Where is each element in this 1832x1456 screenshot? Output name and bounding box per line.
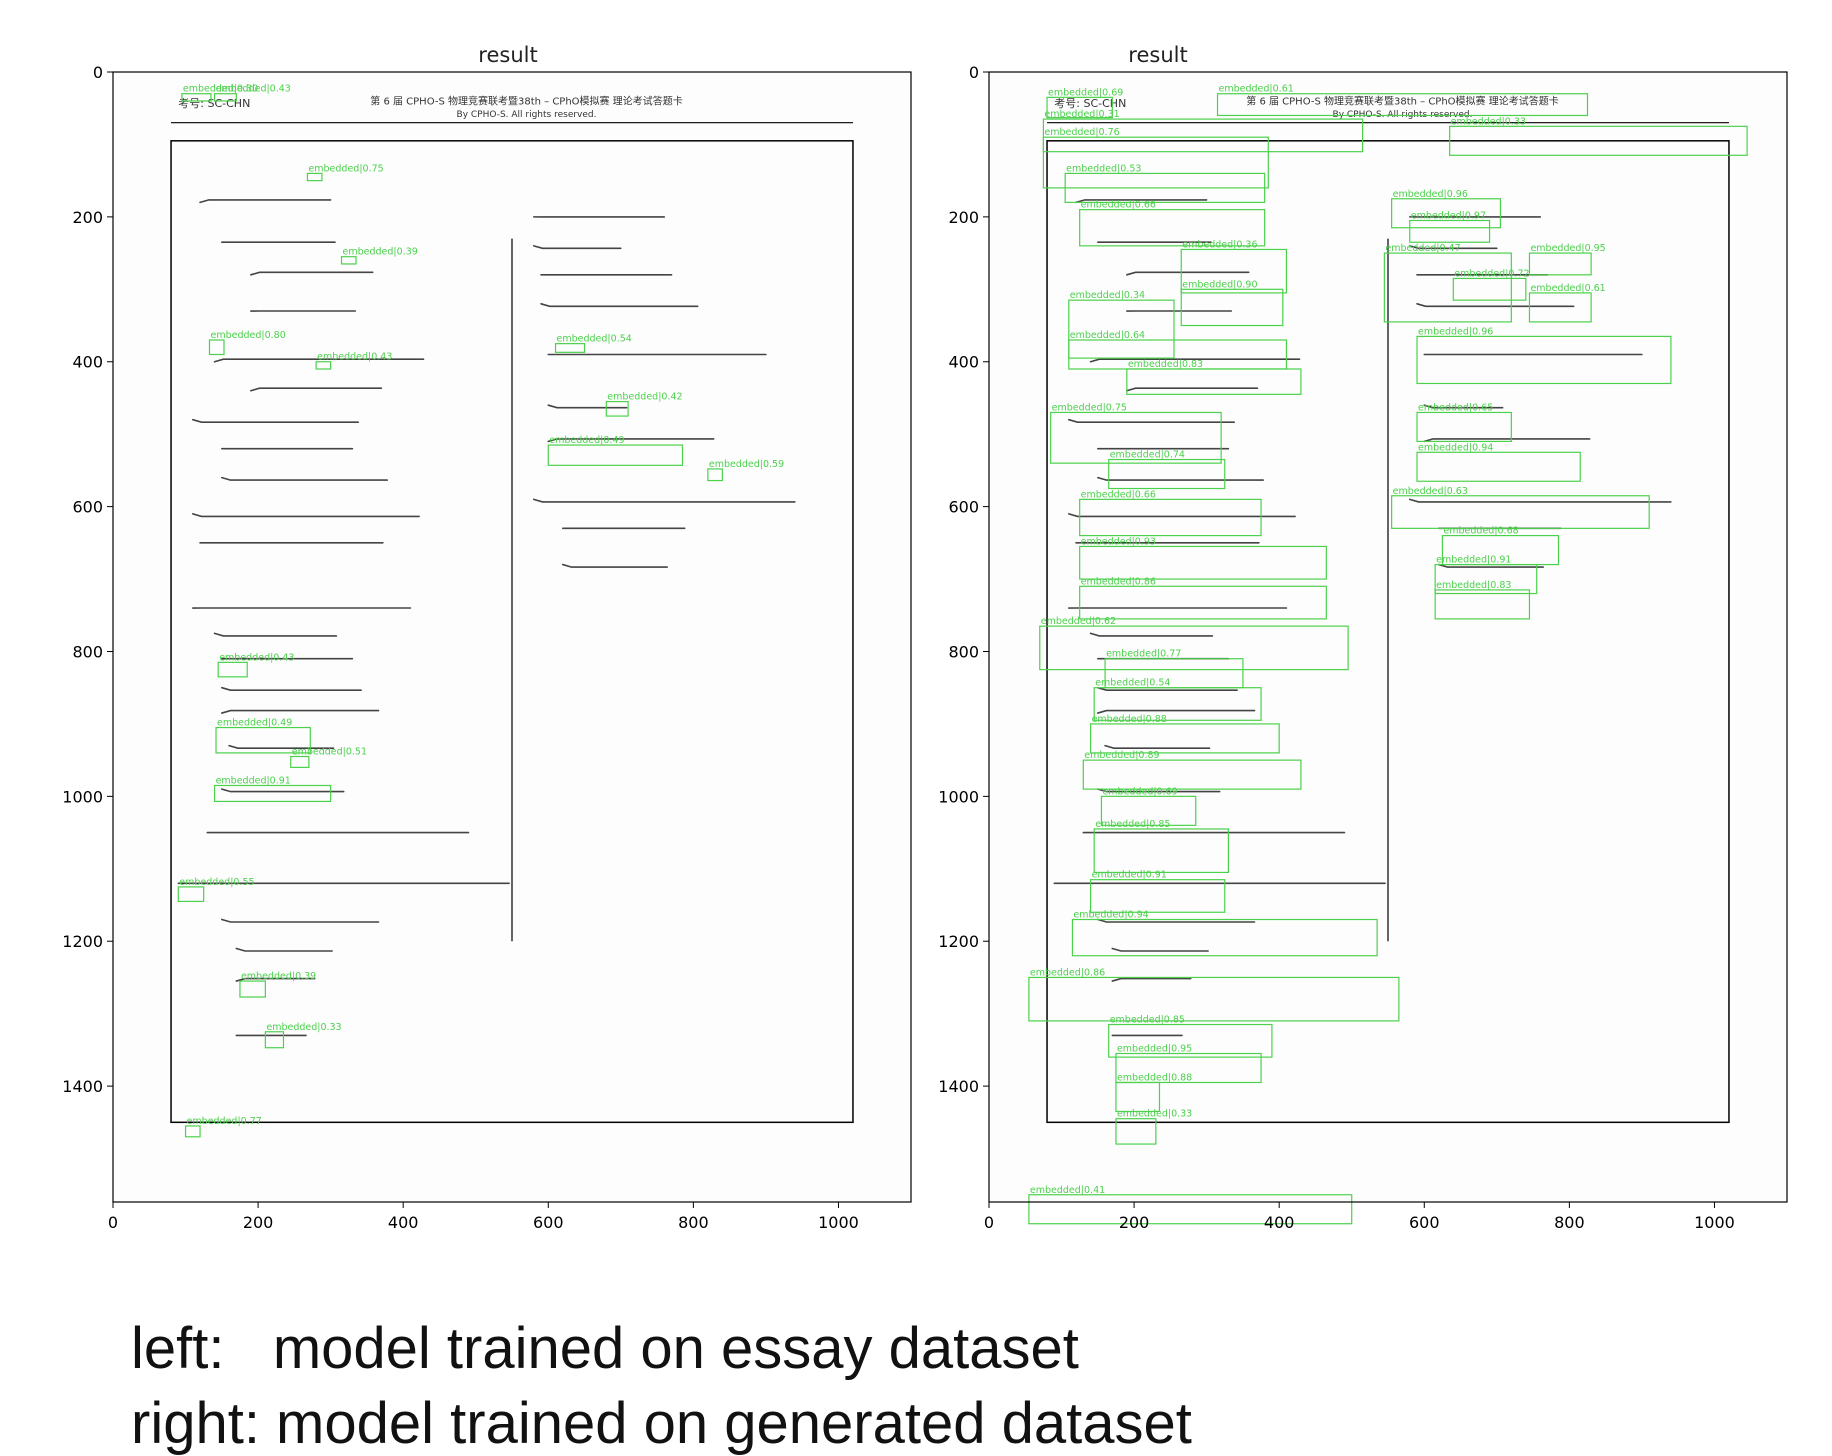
caption-line-2: right: model trained on generated datase… [131,1395,1192,1453]
detection-label: embedded|0.69 [1048,87,1123,98]
detection-label: embedded|0.77 [1106,649,1181,660]
detection-label: embedded|0.88 [1117,1072,1192,1083]
detection-label: embedded|0.65 [1418,402,1493,413]
detection-label: embedded|0.94 [1418,442,1493,453]
y-tick-label: 200 [948,208,979,227]
detection-label: embedded|0.33 [1117,1109,1192,1120]
detection-label: embedded|0.75 [1052,402,1127,413]
x-tick-label: 0 [984,1213,994,1230]
detection-label: embedded|0.62 [1041,616,1116,627]
detection-label: embedded|0.72 [1454,268,1529,279]
detection-label: embedded|0.61 [1530,283,1605,294]
detection-label: embedded|0.83 [1436,580,1511,591]
detection-label: embedded|0.76 [1044,127,1119,138]
detection-label: embedded|0.83 [1128,359,1203,370]
x-tick-label: 200 [1119,1213,1150,1230]
detection-label: embedded|0.31 [1044,109,1119,120]
detection-label: embedded|0.91 [1436,555,1511,566]
caption-line-1: left: model trained on essay dataset [131,1320,1079,1378]
y-tick-label: 0 [969,63,979,82]
detection-label: embedded|0.54 [1095,678,1170,689]
detection-label: embedded|0.64 [1070,330,1145,341]
x-tick-label: 1000 [1694,1213,1735,1230]
detection-label: embedded|0.74 [1110,450,1185,461]
y-tick-label: 600 [948,498,979,517]
y-tick-label: 1400 [938,1077,979,1096]
detection-label: embedded|0.93 [1081,536,1156,547]
detection-label: embedded|0.94 [1073,910,1148,921]
detection-label: embedded|0.63 [1393,486,1468,497]
y-tick-label: 1200 [938,932,979,951]
detection-label: embedded|0.61 [1219,84,1294,95]
detection-label: embedded|0.53 [1066,163,1141,174]
y-tick-label: 800 [948,642,979,661]
detection-label: embedded|0.47 [1385,243,1460,254]
detection-label: embedded|0.96 [1418,326,1493,337]
detection-label: embedded|0.85 [1110,1015,1185,1026]
detection-label: embedded|0.97 [1411,210,1486,221]
detection-label: embedded|0.96 [1393,189,1468,200]
detection-label: embedded|0.66 [1081,489,1156,500]
doc-exam-id: 考号: SC-CHN [1054,97,1126,110]
detection-label: embedded|0.66 [1081,200,1156,211]
detection-label: embedded|0.91 [1092,870,1167,881]
right-plot: 第 6 届 CPHO-S 物理竞赛联考暨38th – CPhO模拟赛 理论考试答… [0,0,1832,1230]
detection-label: embedded|0.95 [1117,1044,1192,1055]
detection-label: embedded|0.95 [1530,243,1605,254]
detection-label: embedded|0.68 [1443,526,1518,537]
y-tick-label: 400 [948,353,979,372]
detection-label: embedded|0.85 [1095,819,1170,830]
detection-label: embedded|0.89 [1084,750,1159,761]
x-tick-label: 600 [1409,1213,1440,1230]
detection-label: embedded|0.86 [1030,967,1105,978]
detection-label: embedded|0.86 [1081,576,1156,587]
detection-label: embedded|0.34 [1070,290,1145,301]
detection-label: embedded|0.88 [1092,714,1167,725]
x-tick-label: 800 [1554,1213,1585,1230]
detection-label: embedded|0.33 [1451,116,1526,127]
right-panel: result 第 6 届 CPHO-S 物理竞赛联考暨38th – CPhO模拟… [0,0,1832,1230]
x-tick-label: 400 [1264,1213,1295,1230]
detection-label: embedded|0.36 [1182,239,1257,250]
detection-label: embedded|0.41 [1030,1185,1105,1196]
y-tick-label: 1000 [938,787,979,806]
doc-header-text: 第 6 届 CPHO-S 物理竞赛联考暨38th – CPhO模拟赛 理论考试答… [1246,95,1558,108]
detection-label: embedded|0.69 [1102,786,1177,797]
detection-label: embedded|0.90 [1182,279,1257,290]
